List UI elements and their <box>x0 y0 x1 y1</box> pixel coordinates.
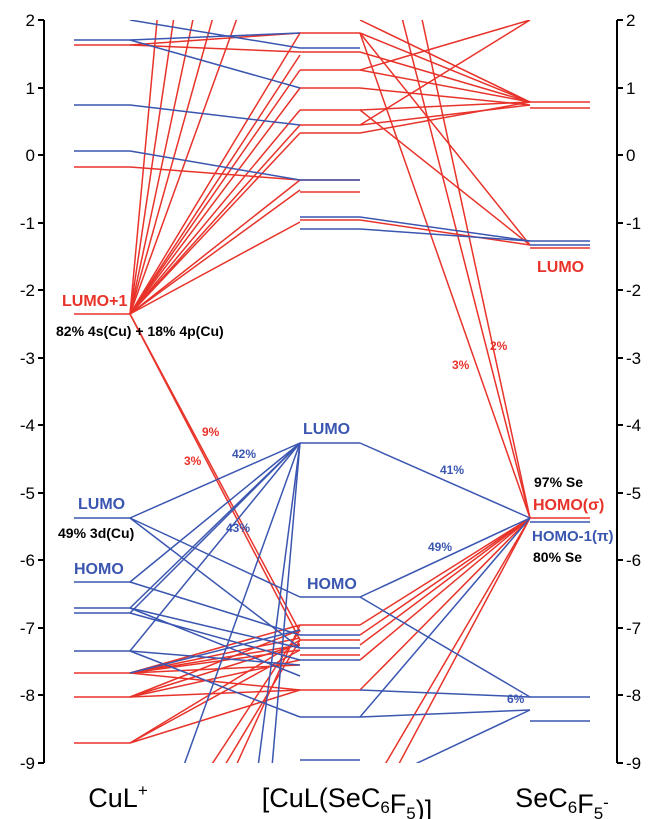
contribution-labels: 9% 3% 42% 43% 41% 49% 3% 2% 6% <box>184 339 525 706</box>
left-tick-label: -9 <box>20 754 35 773</box>
right-lumo-label: LUMO <box>537 259 584 276</box>
fragment-label-left: CuL+ <box>88 781 148 813</box>
right-tick-label: -8 <box>626 686 641 705</box>
right-tick-labels: 2 1 0 -1 -2 -3 -4 -5 -6 -7 -8 -9 <box>626 11 641 773</box>
right-homo-1-pi-label: HOMO-1(π) <box>532 528 613 545</box>
contribution-3-percent-right: 3% <box>452 358 470 372</box>
blue-correlation-lines <box>74 20 590 763</box>
right-tick-label: -9 <box>626 754 641 773</box>
contribution-42-percent: 42% <box>232 447 256 461</box>
mid-lumo-label: LUMO <box>303 421 350 438</box>
left-tick-label: 1 <box>26 79 35 98</box>
left-tick-label: -6 <box>20 551 35 570</box>
left-tick-label: -5 <box>20 484 35 503</box>
contribution-9-percent: 9% <box>202 425 220 439</box>
contribution-49-percent: 49% <box>428 540 452 554</box>
right-tick-label: -3 <box>626 349 641 368</box>
right-tick-label: 1 <box>626 79 635 98</box>
mid-homo-label: HOMO <box>307 576 357 593</box>
left-tick-label: 0 <box>26 146 35 165</box>
left-lumo-plus1-label: LUMO+1 <box>62 293 127 310</box>
right-axis <box>616 19 623 764</box>
left-tick-label: -7 <box>20 619 35 638</box>
left-tick-label: 2 <box>26 11 35 30</box>
fragment-label-right: SeC6F5- <box>515 783 609 819</box>
right-tick-label: 2 <box>626 11 635 30</box>
right-tick-label: 0 <box>626 146 635 165</box>
left-tick-label: -2 <box>20 281 35 300</box>
right-homo-sigma-composition: 97% Se <box>534 474 583 490</box>
right-tick-label: -7 <box>626 619 641 638</box>
right-tick-label: -2 <box>626 281 641 300</box>
left-tick-label: -1 <box>20 214 35 233</box>
left-homo-label: HOMO <box>74 561 124 578</box>
right-tick-label: -4 <box>626 416 641 435</box>
orbital-labels: LUMO+1 82% 4s(Cu) + 18% 4p(Cu) LUMO 49% … <box>56 259 613 593</box>
contribution-6-percent: 6% <box>507 692 525 706</box>
left-lumo-composition: 49% 3d(Cu) <box>58 525 134 541</box>
right-tick-label: -5 <box>626 484 641 503</box>
right-tick-label: -1 <box>626 214 641 233</box>
fragment-labels: CuL+ [CuL(SeC6F5)] SeC6F5- <box>88 781 609 819</box>
contribution-2-percent: 2% <box>490 339 508 353</box>
right-homo-1-composition: 80% Se <box>533 549 582 565</box>
fragment-label-middle: [CuL(SeC6F5)] <box>262 783 433 819</box>
contribution-3-percent-left: 3% <box>184 454 202 468</box>
right-tick-label: -6 <box>626 551 641 570</box>
contribution-43-percent: 43% <box>226 521 250 535</box>
left-tick-label: -8 <box>20 686 35 705</box>
left-lumo-plus1-composition: 82% 4s(Cu) + 18% 4p(Cu) <box>56 323 224 339</box>
right-homo-sigma-label: HOMO(σ) <box>533 497 604 514</box>
red-correlation-lines <box>74 20 590 763</box>
left-tick-label: -3 <box>20 349 35 368</box>
left-lumo-label: LUMO <box>78 496 125 513</box>
left-tick-label: -4 <box>20 416 35 435</box>
left-axis <box>38 19 45 764</box>
left-tick-labels: 2 1 0 -1 -2 -3 -4 -5 -6 -7 -8 -9 <box>20 11 35 773</box>
contribution-41-percent: 41% <box>440 463 464 477</box>
